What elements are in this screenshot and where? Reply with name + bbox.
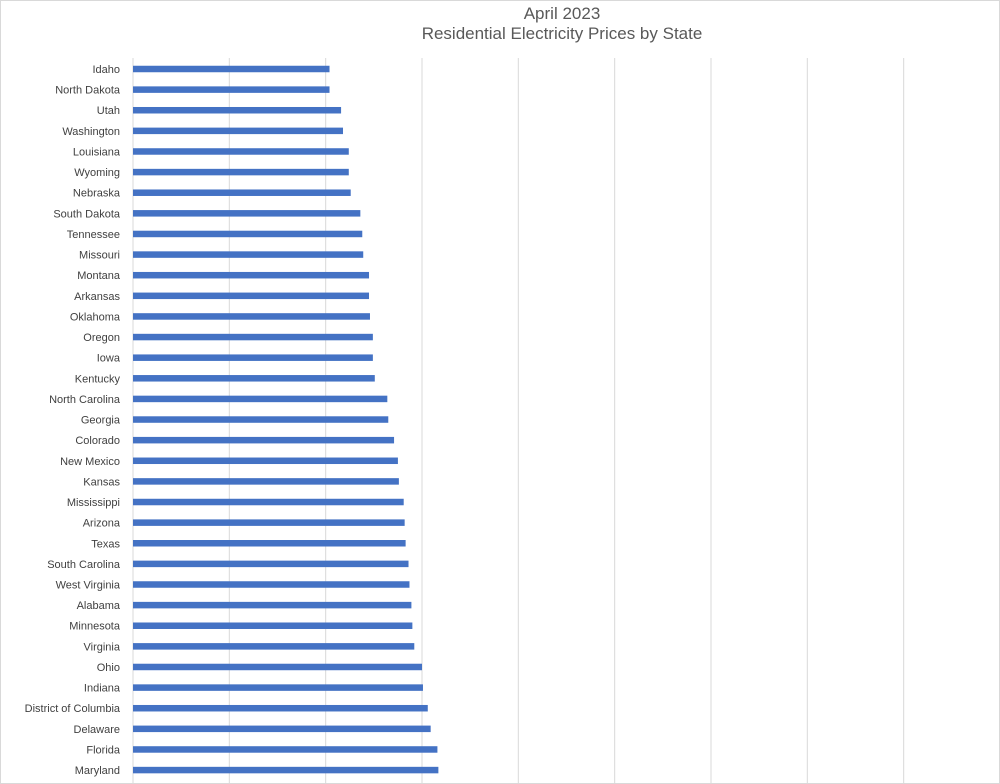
bar [133, 292, 370, 300]
bar [133, 230, 363, 238]
category-tick-label: Washington [62, 126, 120, 138]
category-tick-label: New Mexico [60, 456, 120, 468]
bar [133, 333, 373, 341]
category-tick-label: Kansas [83, 476, 120, 488]
category-tick-label: South Dakota [53, 208, 121, 220]
bar [133, 766, 439, 774]
category-tick-label: North Carolina [49, 394, 121, 406]
category-tick-label: Ohio [97, 662, 120, 674]
category-tick-label: Minnesota [69, 621, 121, 633]
bar [133, 746, 438, 753]
bar [133, 478, 399, 485]
bar [133, 168, 349, 176]
bar [133, 65, 330, 73]
bar [133, 560, 409, 568]
bar [133, 498, 404, 506]
bar [133, 189, 351, 196]
category-tick-label: Louisiana [73, 146, 121, 158]
bar [133, 540, 406, 547]
bar [133, 704, 428, 712]
bar [133, 395, 388, 403]
bar [133, 106, 342, 114]
bar [133, 354, 373, 361]
bar [133, 622, 413, 629]
category-tick-label: Tennessee [67, 229, 120, 241]
bar [133, 519, 405, 526]
category-tick-label: South Carolina [47, 559, 121, 571]
chart-title-line-2: Residential Electricity Prices by State [421, 24, 703, 43]
bar [133, 210, 361, 217]
bar [133, 457, 398, 465]
category-tick-label: West Virginia [56, 580, 121, 592]
bar [133, 643, 415, 650]
category-tick-label: Idaho [92, 64, 120, 76]
category-tick-label: Georgia [81, 415, 121, 427]
category-tick-label: Kentucky [75, 373, 121, 385]
category-tick-label: District of Columbia [25, 703, 121, 715]
category-tick-label: Wyoming [74, 167, 120, 179]
bar [133, 271, 370, 279]
category-tick-label: Montana [77, 270, 121, 282]
category-tick-label: Florida [86, 744, 121, 756]
category-tick-label: Arkansas [74, 291, 120, 303]
bar [133, 416, 389, 423]
bar [133, 725, 431, 733]
category-tick-label: North Dakota [55, 85, 121, 97]
category-tick-label: Virginia [84, 641, 121, 653]
bar [133, 148, 349, 155]
category-tick-label: Indiana [84, 683, 121, 695]
bar [133, 313, 370, 320]
category-tick-label: Delaware [74, 724, 120, 736]
chart-title: April 2023 Residential Electricity Price… [362, 4, 762, 44]
bar [133, 251, 364, 258]
bar [133, 684, 423, 691]
bar [133, 581, 410, 588]
category-tick-label: Arizona [83, 518, 121, 530]
category-tick-label: Missouri [79, 250, 120, 262]
chart-title-line-1: April 2023 [523, 4, 601, 23]
category-tick-label: Texas [91, 538, 120, 550]
category-tick-label: Iowa [97, 353, 121, 365]
category-tick-label: Maryland [75, 765, 120, 777]
bar [133, 127, 344, 135]
bar [133, 86, 330, 93]
bar [133, 601, 412, 609]
category-tick-label: Colorado [75, 435, 120, 447]
bar [133, 375, 375, 382]
category-tick-label: Nebraska [73, 188, 121, 200]
category-tick-label: Mississippi [67, 497, 120, 509]
category-tick-label: Alabama [77, 600, 121, 612]
category-tick-label: Utah [97, 105, 120, 117]
category-tick-label: Oklahoma [70, 311, 121, 323]
category-tick-label: Oregon [83, 332, 120, 344]
bar [133, 436, 395, 444]
bar [133, 663, 422, 671]
